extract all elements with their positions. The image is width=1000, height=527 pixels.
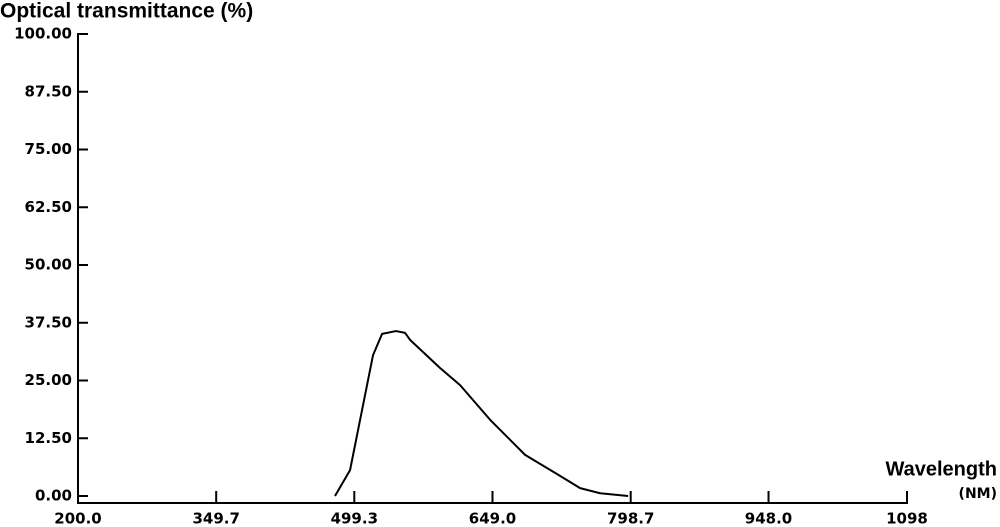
x-tick-label: 649.0 (469, 510, 516, 527)
x-tick-label: 499.3 (331, 510, 378, 527)
x-tick-label: 349.7 (192, 510, 239, 527)
y-tick-label: 62.50 (25, 198, 72, 216)
y-tick-label: 75.00 (25, 140, 72, 158)
x-tick-label: 1098 (886, 510, 928, 527)
x-axis-unit: (NM) (959, 486, 997, 502)
y-tick-label: 100.00 (14, 25, 72, 43)
y-tick-label: 25.00 (25, 371, 72, 389)
chart-title: Optical transmittance (%) (0, 0, 253, 23)
x-tick-label: 948.0 (745, 510, 792, 527)
x-axis-label: Wavelength (886, 458, 998, 480)
y-tick-label: 50.00 (25, 256, 72, 274)
y-tick-label: 12.50 (25, 429, 72, 447)
line (334, 330, 629, 497)
x-tick-label: 200.0 (54, 510, 101, 527)
y-tick-label: 37.50 (25, 313, 72, 331)
x-tick-label: 798.7 (607, 510, 654, 527)
y-tick-label: 0.00 (35, 487, 72, 505)
y-tick-label: 87.50 (25, 82, 72, 100)
